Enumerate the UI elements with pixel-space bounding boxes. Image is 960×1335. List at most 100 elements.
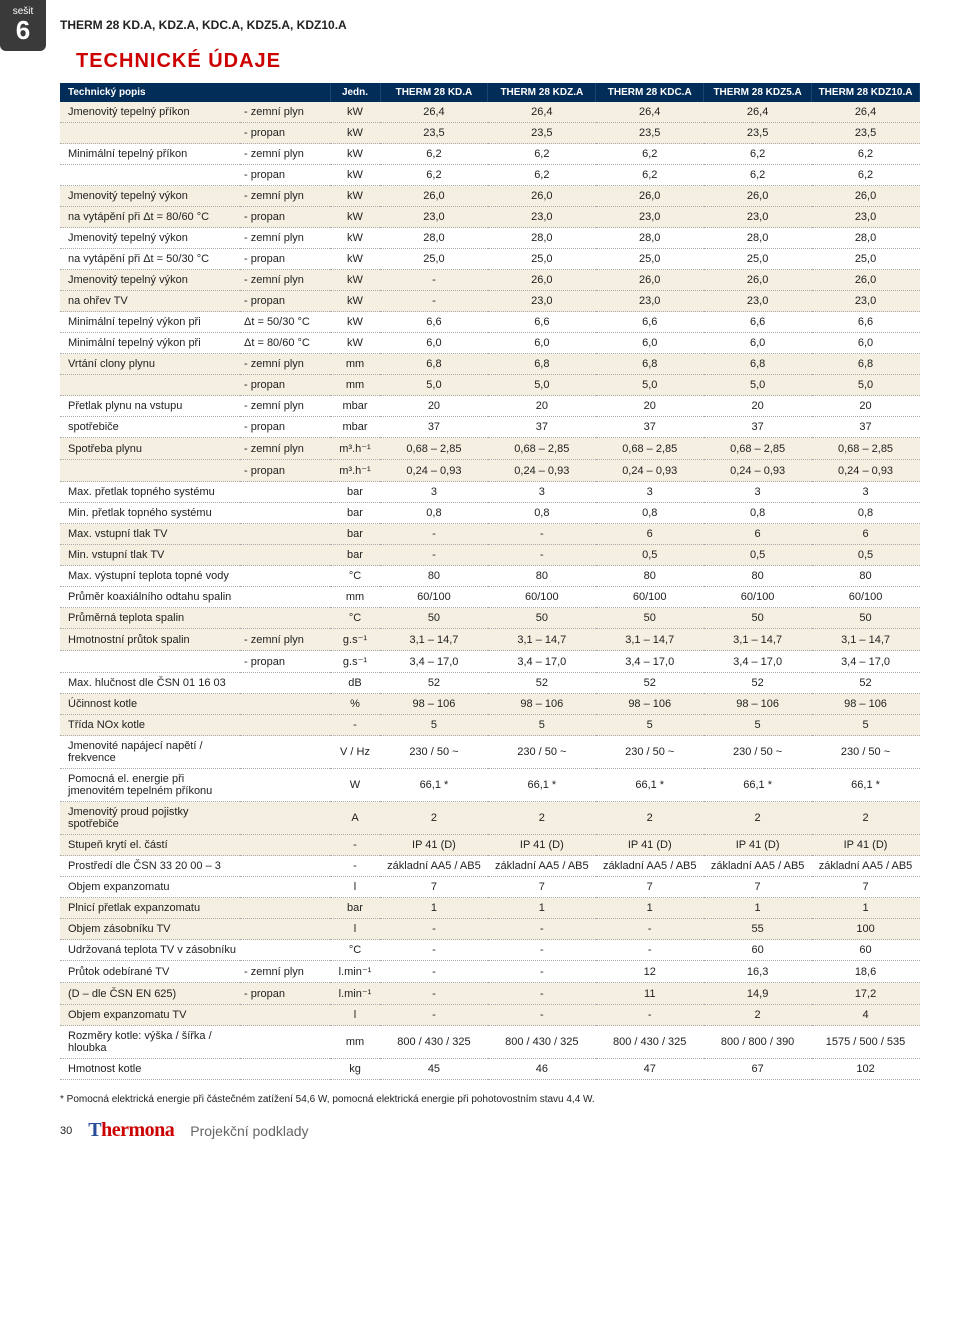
row-value: 5,0 [812,375,920,396]
row-label: na ohřev TV [60,291,240,312]
row-value: 50 [596,608,704,629]
row-value: 2 [380,802,488,835]
row-value: 45 [380,1059,488,1080]
table-row: Max. vstupní tlak TVbar--666 [60,524,920,545]
table-row: Plnicí přetlak expanzomatubar11111 [60,898,920,919]
row-value: 37 [704,417,812,438]
row-value: 60/100 [596,587,704,608]
row-value: 98 – 106 [812,694,920,715]
row-value: 230 / 50 ~ [596,736,704,769]
row-sublabel [240,940,330,961]
row-value: 23,0 [380,207,488,228]
row-value: 98 – 106 [488,694,596,715]
row-value: 52 [596,673,704,694]
row-value: 0,68 – 2,85 [704,438,812,460]
row-value: 28,0 [488,228,596,249]
row-label: (D – dle ČSN EN 625) [60,983,240,1005]
row-value: IP 41 (D) [704,835,812,856]
row-value: 3,4 – 17,0 [704,651,812,673]
row-value: 6,8 [704,354,812,375]
row-value: 66,1 * [488,769,596,802]
row-unit: dB [330,673,380,694]
footnote: * Pomocná elektrická energie při částečn… [60,1080,920,1115]
row-unit: bar [330,503,380,524]
page: sešit 6 THERM 28 KD.A, KDZ.A, KDC.A, KDZ… [0,0,960,1162]
row-value: 52 [812,673,920,694]
row-value: 98 – 106 [380,694,488,715]
table-row: Objem zásobníku TVl---55100 [60,919,920,940]
row-value: 3 [704,482,812,503]
row-sublabel: - zemní plyn [240,438,330,460]
row-label: Min. vstupní tlak TV [60,545,240,566]
row-value: 66,1 * [704,769,812,802]
row-value: 5 [704,715,812,736]
row-value: 20 [380,396,488,417]
row-value: 230 / 50 ~ [380,736,488,769]
row-sublabel: - zemní plyn [240,186,330,207]
row-label [60,460,240,482]
row-unit: g.s⁻¹ [330,651,380,673]
row-value: - [488,545,596,566]
row-unit: kW [330,333,380,354]
table-row: Hmotnost kotlekg45464767102 [60,1059,920,1080]
row-value: 6,0 [704,333,812,354]
row-unit: kW [330,270,380,291]
row-sublabel: - zemní plyn [240,144,330,165]
row-value: 26,0 [488,186,596,207]
table-row: Minimální tepelný výkon přiΔt = 80/60 °C… [60,333,920,354]
row-value: 0,8 [704,503,812,524]
row-value: IP 41 (D) [380,835,488,856]
row-unit: mbar [330,396,380,417]
row-value: 6,2 [596,165,704,186]
row-label: Jmenovitý tepelný výkon [60,270,240,291]
table-row: Průtok odebírané TV- zemní plynl.min⁻¹--… [60,961,920,983]
row-value: - [488,940,596,961]
row-label: Stupeň krytí el. částí [60,835,240,856]
row-value: 6,8 [380,354,488,375]
row-value: 6,2 [488,144,596,165]
row-label: Max. hlučnost dle ČSN 01 16 03 [60,673,240,694]
table-row: Max. hlučnost dle ČSN 01 16 03dB52525252… [60,673,920,694]
th-col: THERM 28 KDZ5.A [704,83,812,102]
row-sublabel: - propan [240,375,330,396]
row-value: 7 [704,877,812,898]
row-unit: l [330,919,380,940]
row-sublabel: - zemní plyn [240,102,330,123]
row-sublabel: - propan [240,417,330,438]
row-value: 6,2 [380,165,488,186]
row-value: - [596,1005,704,1026]
row-value: 80 [488,566,596,587]
row-value: 1 [812,898,920,919]
row-value: 20 [596,396,704,417]
row-value: 0,24 – 0,93 [596,460,704,482]
row-value: 6,6 [596,312,704,333]
row-unit: mm [330,587,380,608]
row-value: 23,5 [380,123,488,144]
row-label: Plnicí přetlak expanzomatu [60,898,240,919]
table-row: Pomocná el. energie při jmenovitém tepel… [60,769,920,802]
row-value: 3,4 – 17,0 [596,651,704,673]
row-value: 6,6 [488,312,596,333]
row-value: 6 [812,524,920,545]
row-label: Objem zásobníku TV [60,919,240,940]
row-value: 0,24 – 0,93 [488,460,596,482]
row-sublabel: - propan [240,291,330,312]
row-value: 6,0 [380,333,488,354]
row-label [60,123,240,144]
row-value: 26,0 [596,270,704,291]
row-value: 3,1 – 14,7 [488,629,596,651]
row-value: - [380,919,488,940]
row-value: 6,8 [596,354,704,375]
table-row: - propanm³.h⁻¹0,24 – 0,930,24 – 0,930,24… [60,460,920,482]
row-sublabel [240,694,330,715]
row-unit: bar [330,898,380,919]
table-row: Účinnost kotle%98 – 10698 – 10698 – 1069… [60,694,920,715]
row-label: Hmotnost kotle [60,1059,240,1080]
row-value: 230 / 50 ~ [812,736,920,769]
row-value: 6,6 [380,312,488,333]
row-sublabel: Δt = 50/30 °C [240,312,330,333]
row-sublabel: - propan [240,249,330,270]
row-unit: l [330,1005,380,1026]
row-value: 60/100 [380,587,488,608]
row-value: 6,0 [812,333,920,354]
